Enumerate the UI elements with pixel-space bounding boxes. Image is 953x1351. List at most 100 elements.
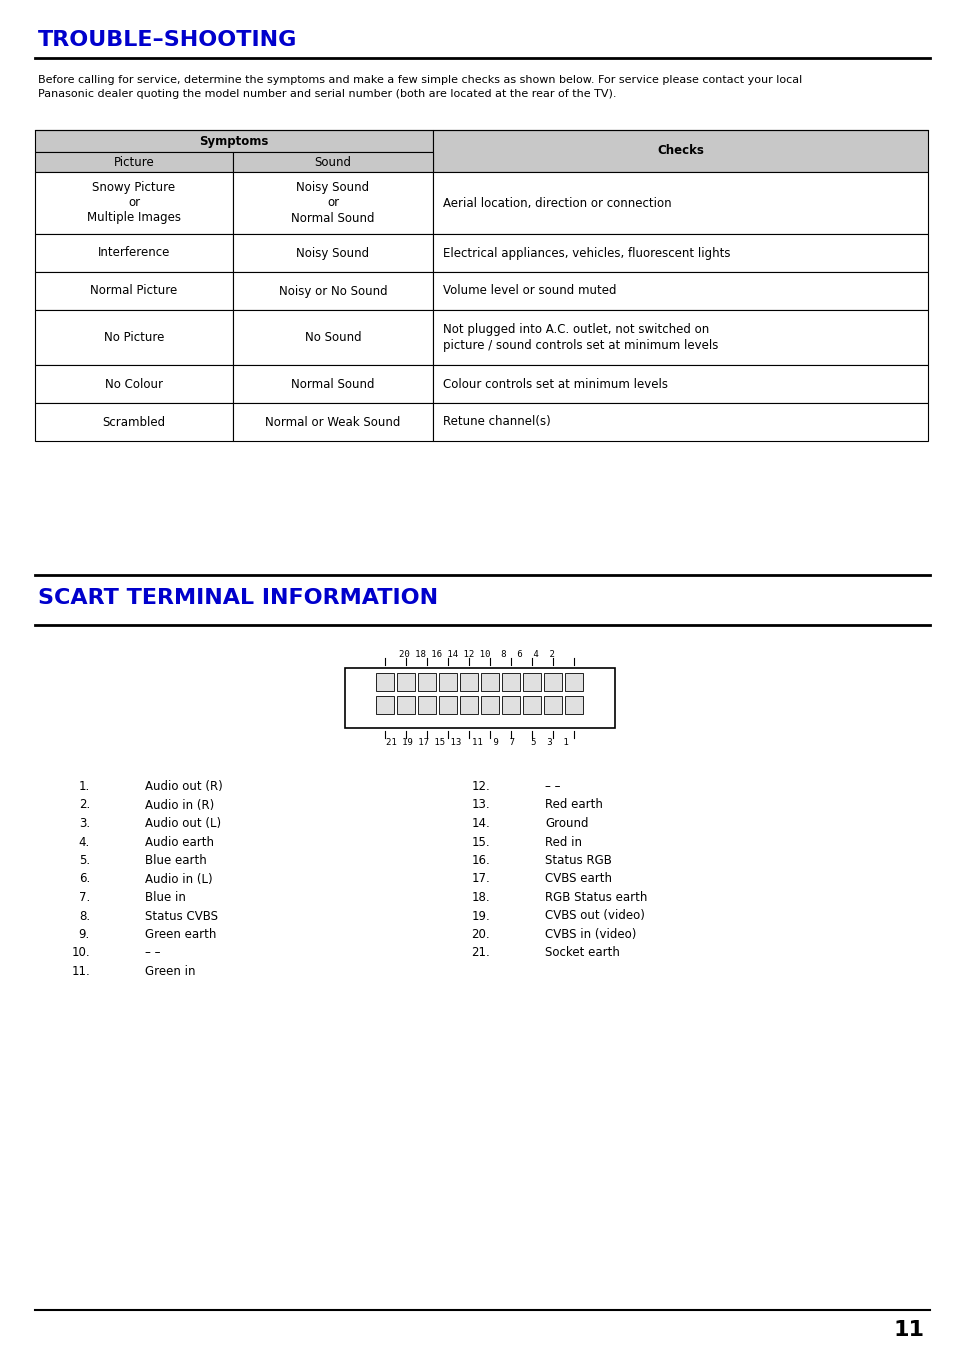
Bar (544, 696, 562, 713)
Bar (376, 696, 395, 713)
Text: Not plugged into A.C. outlet, not switched on
picture / sound controls set at mi: Not plugged into A.C. outlet, not switch… (442, 323, 718, 351)
Text: 6.: 6. (79, 873, 90, 885)
Bar (35, 234, 233, 272)
Text: Audio out (L): Audio out (L) (145, 817, 221, 830)
Bar (502, 696, 520, 713)
Text: Before calling for service, determine the symptoms and make a few simple checks : Before calling for service, determine th… (38, 76, 801, 85)
Text: Status RGB: Status RGB (544, 854, 611, 867)
Bar (35, 172, 233, 234)
Text: 4.: 4. (79, 835, 90, 848)
Text: 20.: 20. (471, 928, 490, 942)
Text: 19.: 19. (471, 909, 490, 923)
Text: Picture: Picture (113, 155, 154, 169)
Bar (460, 696, 478, 713)
Text: 10.: 10. (71, 947, 90, 959)
Text: Audio in (R): Audio in (R) (145, 798, 214, 812)
Bar (233, 153, 433, 172)
Bar (233, 234, 433, 272)
Text: Red earth: Red earth (544, 798, 602, 812)
Bar (565, 696, 583, 713)
Text: 17.: 17. (471, 873, 490, 885)
Text: 21 19 17 15 13  11  9  7   5  3  1: 21 19 17 15 13 11 9 7 5 3 1 (385, 738, 568, 747)
Text: CVBS in (video): CVBS in (video) (544, 928, 636, 942)
Bar (439, 696, 457, 713)
Text: 11: 11 (893, 1320, 924, 1340)
Text: Normal Picture: Normal Picture (91, 285, 177, 297)
Text: Blue earth: Blue earth (145, 854, 207, 867)
Text: Interference: Interference (98, 246, 170, 259)
Text: CVBS out (video): CVBS out (video) (544, 909, 644, 923)
Bar (523, 673, 541, 690)
Text: No Picture: No Picture (104, 331, 164, 345)
Text: Socket earth: Socket earth (544, 947, 619, 959)
Bar (481, 673, 499, 690)
Bar (233, 272, 433, 309)
Bar (397, 673, 416, 690)
Text: 21.: 21. (471, 947, 490, 959)
Bar (433, 403, 927, 440)
Bar (481, 696, 499, 713)
Text: Noisy Sound
or
Normal Sound: Noisy Sound or Normal Sound (291, 181, 375, 224)
Text: 12.: 12. (471, 780, 490, 793)
Text: 5.: 5. (79, 854, 90, 867)
Bar (433, 172, 927, 234)
Text: Noisy Sound: Noisy Sound (296, 246, 369, 259)
Bar (439, 673, 457, 690)
Text: Scrambled: Scrambled (102, 416, 166, 428)
Bar (345, 667, 615, 728)
Text: 1.: 1. (79, 780, 90, 793)
Text: Green in: Green in (145, 965, 195, 978)
Text: 18.: 18. (471, 892, 490, 904)
Bar (502, 673, 520, 690)
Text: 2.: 2. (79, 798, 90, 812)
Bar (35, 365, 233, 403)
Bar (460, 673, 478, 690)
Text: No Colour: No Colour (105, 377, 163, 390)
Bar (233, 403, 433, 440)
Text: 11.: 11. (71, 965, 90, 978)
Bar (433, 309, 927, 365)
Text: Volume level or sound muted: Volume level or sound muted (442, 285, 616, 297)
Text: Red in: Red in (544, 835, 581, 848)
Bar (35, 309, 233, 365)
Text: 15.: 15. (471, 835, 490, 848)
Text: CVBS earth: CVBS earth (544, 873, 612, 885)
Text: Symptoms: Symptoms (199, 135, 269, 147)
Text: Status CVBS: Status CVBS (145, 909, 218, 923)
Text: 20 18 16 14 12 10  8  6  4  2: 20 18 16 14 12 10 8 6 4 2 (398, 650, 555, 659)
Bar (35, 403, 233, 440)
Text: Audio out (R): Audio out (R) (145, 780, 222, 793)
Text: 8.: 8. (79, 909, 90, 923)
Text: 9.: 9. (79, 928, 90, 942)
Bar (544, 673, 562, 690)
Text: 13.: 13. (471, 798, 490, 812)
Bar (233, 309, 433, 365)
Bar (376, 673, 395, 690)
Text: Colour controls set at minimum levels: Colour controls set at minimum levels (442, 377, 667, 390)
Text: – –: – – (145, 947, 160, 959)
Bar (35, 272, 233, 309)
Bar (433, 365, 927, 403)
Text: 3.: 3. (79, 817, 90, 830)
Text: TROUBLE–SHOOTING: TROUBLE–SHOOTING (38, 30, 297, 50)
Text: Noisy or No Sound: Noisy or No Sound (278, 285, 387, 297)
Text: Blue in: Blue in (145, 892, 186, 904)
Bar (433, 130, 927, 172)
Text: 14.: 14. (471, 817, 490, 830)
Text: Sound: Sound (314, 155, 351, 169)
Bar (418, 696, 436, 713)
Text: Normal Sound: Normal Sound (291, 377, 375, 390)
Text: 7.: 7. (79, 892, 90, 904)
Bar (35, 130, 433, 153)
Text: Green earth: Green earth (145, 928, 216, 942)
Bar (397, 696, 416, 713)
Bar (565, 673, 583, 690)
Bar (35, 153, 233, 172)
Bar (433, 234, 927, 272)
Text: Ground: Ground (544, 817, 588, 830)
Bar (233, 172, 433, 234)
Text: Snowy Picture
or
Multiple Images: Snowy Picture or Multiple Images (87, 181, 181, 224)
Text: Audio earth: Audio earth (145, 835, 213, 848)
Bar (523, 696, 541, 713)
Text: Electrical appliances, vehicles, fluorescent lights: Electrical appliances, vehicles, fluores… (442, 246, 730, 259)
